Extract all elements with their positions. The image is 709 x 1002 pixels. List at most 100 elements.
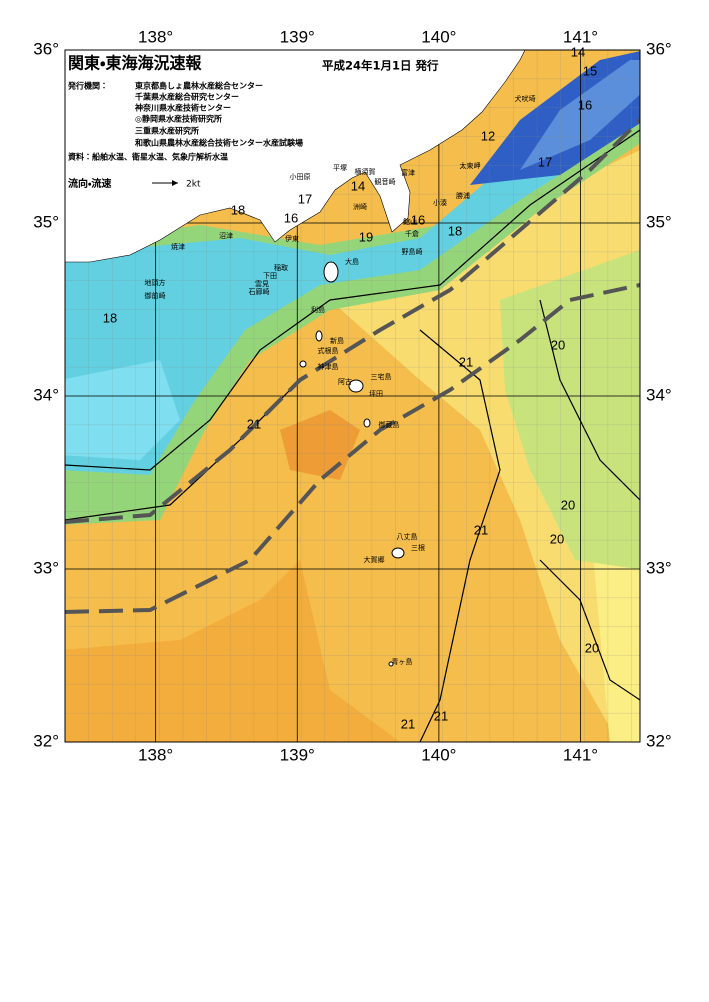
- place-name: 地頭方: [145, 278, 166, 287]
- place-name: 神津島: [318, 362, 339, 371]
- isotherm-label: 21: [459, 354, 473, 369]
- legend-label: 流向・流速: [68, 177, 112, 190]
- place-name: 御前崎: [145, 291, 166, 300]
- lon-label: 139°: [280, 745, 315, 764]
- island: [299, 360, 307, 368]
- kuroshio-axis: [65, 118, 640, 524]
- island: [391, 547, 405, 559]
- place-name: 下田: [263, 272, 277, 280]
- place-name: 横須賀: [355, 167, 376, 176]
- isotherm-label: 12: [481, 128, 495, 143]
- island: [348, 379, 364, 393]
- isotherm-label: 16: [284, 210, 298, 225]
- lat-label: 36°: [33, 39, 59, 58]
- place-name: 八丈島: [397, 532, 418, 541]
- place-name: 利島: [311, 305, 325, 314]
- kuroshio-paths: [65, 118, 640, 614]
- isotherm-label: 21: [474, 522, 488, 537]
- legend-arrowhead: [172, 180, 178, 186]
- lat-label: 32°: [33, 731, 59, 750]
- lon-label: 140°: [421, 27, 456, 46]
- isotherm-label: 19: [359, 229, 373, 244]
- lon-label: 138°: [138, 745, 173, 764]
- place-name: 坪田: [369, 390, 383, 398]
- island: [363, 418, 371, 428]
- place-name: 太東岬: [460, 161, 481, 170]
- isotherm-label: 18: [103, 310, 117, 325]
- place-name: 沼津: [219, 231, 233, 240]
- map-frame: [64, 49, 641, 743]
- isotherm-label: 16: [411, 212, 425, 227]
- sea-light-cyan: [65, 360, 180, 460]
- land: [65, 50, 526, 263]
- place-name: 小湊: [433, 198, 447, 207]
- isotherm-label: 16: [578, 97, 592, 112]
- lat-label: 33°: [646, 558, 672, 577]
- agency: 東京都島しょ農林水産総合センター: [135, 81, 263, 91]
- kuroshio-axis: [65, 283, 640, 614]
- isotherm: [65, 129, 640, 471]
- lat-label: 34°: [33, 385, 59, 404]
- place-name: 新島: [330, 336, 344, 345]
- isotherm-label: 17: [298, 191, 312, 206]
- lon-label: 140°: [421, 745, 456, 764]
- place-name: 伊東: [285, 234, 299, 243]
- lat-label: 32°: [646, 731, 672, 750]
- place-name: 小田原: [290, 172, 311, 181]
- agency: ◎静岡県水産技術研究所: [135, 114, 222, 124]
- isotherm-label: 20: [550, 531, 564, 546]
- place-name: 大島: [345, 257, 359, 266]
- issue-date: 平成24年1月1日 発行: [322, 59, 439, 73]
- isotherm-label: 21: [247, 416, 261, 431]
- isotherm-label: 14: [571, 44, 585, 59]
- lat-label: 34°: [646, 385, 672, 404]
- place-name: 三根: [411, 543, 425, 552]
- map-labels: 関東・東海海況速報 平成24年1月1日 発行 発行機関： 東京都島しょ農林水産総…: [33, 27, 671, 764]
- data-source: 資料：船舶水温、衛星水温、気象庁解析水温: [68, 152, 228, 162]
- isotherm-label: 18: [231, 202, 245, 217]
- lat-label: 33°: [33, 558, 59, 577]
- isotherm: [539, 299, 640, 501]
- lon-label: 141°: [563, 745, 598, 764]
- isotherm-label: 20: [561, 497, 575, 512]
- place-name: 御蔵島: [379, 420, 400, 429]
- place-name: 雲見: [255, 280, 269, 288]
- agency: 三重県水産研究所: [135, 126, 199, 136]
- place-name: 焼津: [171, 242, 185, 251]
- place-name: 式根島: [318, 346, 339, 355]
- isotherm: [539, 559, 640, 701]
- isotherm-label: 15: [583, 63, 597, 78]
- lon-label: 139°: [280, 27, 315, 46]
- island: [315, 330, 323, 342]
- island: [388, 661, 394, 667]
- place-name: 大賀郷: [364, 555, 385, 564]
- lon-label: 138°: [138, 27, 173, 46]
- isotherm-label: 20: [585, 640, 599, 655]
- isotherm-label: 21: [401, 716, 415, 731]
- sea-orange: [65, 560, 400, 742]
- place-name: 洲崎: [353, 202, 367, 211]
- isotherm: [419, 329, 501, 742]
- isotherm-label: 17: [538, 154, 552, 169]
- place-name: 富津: [401, 168, 415, 177]
- place-name: 阿古: [338, 377, 352, 386]
- place-name: 青ヶ島: [392, 657, 413, 666]
- sea-blue: [520, 60, 640, 170]
- island: [323, 261, 339, 283]
- isotherm-label: 14: [351, 178, 365, 193]
- place-name: 館山: [403, 217, 417, 226]
- place-name: 勝浦: [456, 191, 470, 200]
- sea-surface: [65, 50, 640, 742]
- place-name: 稲取: [274, 263, 288, 272]
- lat-label: 36°: [646, 39, 672, 58]
- agency-label: 発行機関：: [67, 81, 108, 91]
- place-name: 平塚: [333, 163, 347, 172]
- islands: [299, 261, 405, 667]
- lat-label: 35°: [646, 212, 672, 231]
- lat-label: 35°: [33, 212, 59, 231]
- title: 関東・東海海況速報: [68, 54, 202, 73]
- agency: 神奈川県水産技術センター: [134, 103, 231, 113]
- place-name: 千倉: [405, 229, 419, 238]
